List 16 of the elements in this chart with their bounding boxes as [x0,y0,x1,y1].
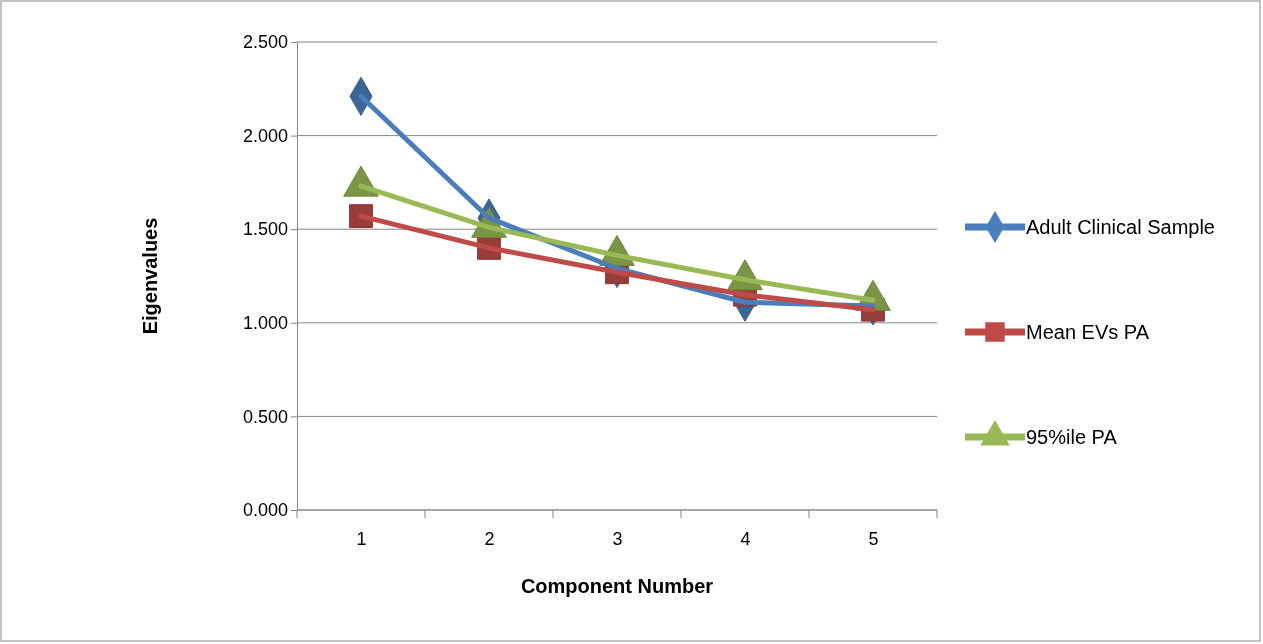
x-tick-label: 4 [740,528,751,549]
legend-label: Adult Clinical Sample [1026,216,1215,238]
y-axis-title: Eigenvalues [139,217,161,335]
legend-label: 95%ile PA [1026,426,1118,448]
y-tick-label: 0.000 [242,500,288,521]
x-axis-title: Component Number [520,575,714,597]
y-tick-label: 1.000 [242,313,288,334]
x-tick-label: 2 [484,528,495,549]
y-tick-label: 2.500 [242,32,288,53]
x-tick-label: 3 [612,528,623,549]
x-tick-label: 1 [356,528,367,549]
y-tick-label: 2.000 [242,125,288,146]
y-tick-label: 0.500 [242,406,288,427]
y-tick-label: 1.500 [242,219,288,240]
x-tick-label: 5 [868,528,879,549]
legend-label: Mean EVs PA [1026,321,1150,343]
